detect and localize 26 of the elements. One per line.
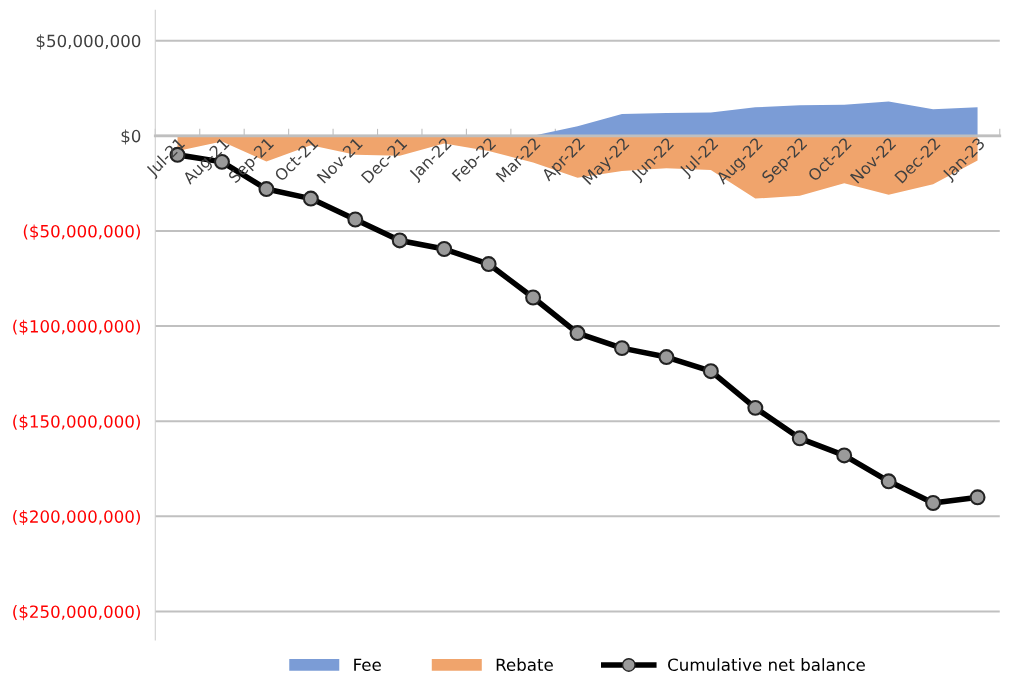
legend-label: Rebate — [496, 658, 553, 672]
point — [925, 495, 942, 511]
point — [880, 473, 897, 490]
legend-label: Cumulative net balance — [668, 658, 865, 672]
point — [569, 325, 586, 342]
y-tick-label: ($150,000,000) — [13, 414, 140, 430]
point — [347, 211, 364, 228]
point — [614, 340, 630, 357]
legend-label: Fee — [354, 658, 381, 672]
point — [791, 430, 808, 447]
point — [302, 190, 319, 207]
point — [969, 489, 986, 506]
point — [658, 349, 675, 366]
y-tick-label: ($100,000,000) — [13, 319, 140, 335]
y-tick-label: $0 — [121, 129, 141, 145]
point — [480, 256, 497, 273]
y-tick-label: ($200,000,000) — [13, 509, 140, 526]
point — [747, 399, 764, 416]
y-tick-label: ($250,000,000) — [13, 605, 140, 621]
point — [702, 363, 719, 380]
point — [391, 232, 408, 249]
y-tick-label: $50,000,000 — [36, 34, 141, 50]
point — [436, 241, 453, 257]
point — [525, 289, 542, 306]
y-tick-label: ($50,000,000) — [23, 224, 140, 240]
point — [836, 447, 853, 464]
